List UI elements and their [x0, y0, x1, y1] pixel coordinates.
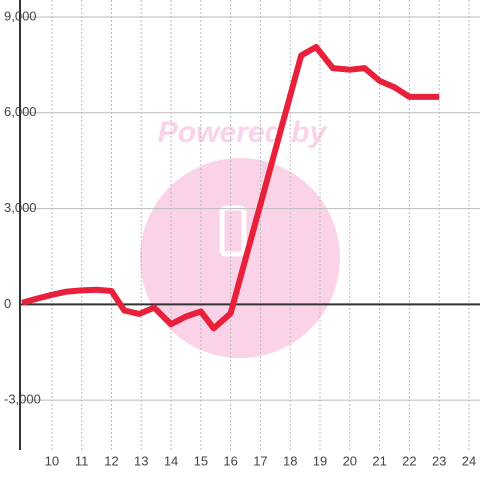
x-tick-label: 10 [45, 453, 59, 468]
x-tick-label: 23 [432, 453, 446, 468]
y-tick-label: -3,000 [4, 392, 41, 407]
x-tick-label: 13 [134, 453, 148, 468]
line [21, 44, 440, 332]
x-tick-label: 18 [283, 453, 297, 468]
y-tick-label: 0 [4, 296, 11, 311]
watermark-logo [140, 158, 340, 358]
x-tick-label: 15 [194, 453, 208, 468]
x-tick-label: 14 [164, 453, 178, 468]
x-tick-label: 22 [402, 453, 416, 468]
x-tick-label: 19 [313, 453, 327, 468]
x-tick-label: 21 [372, 453, 386, 468]
x-tick-label: 16 [223, 453, 237, 468]
x-tick-label: 11 [75, 453, 89, 468]
x-tick-label: 17 [253, 453, 267, 468]
x-tick-label: 12 [104, 453, 118, 468]
x-tick-label: 20 [343, 453, 357, 468]
x-tick-label: 24 [462, 453, 476, 468]
watermark-icon [219, 205, 247, 257]
watermark-text: Powered by [158, 116, 328, 149]
